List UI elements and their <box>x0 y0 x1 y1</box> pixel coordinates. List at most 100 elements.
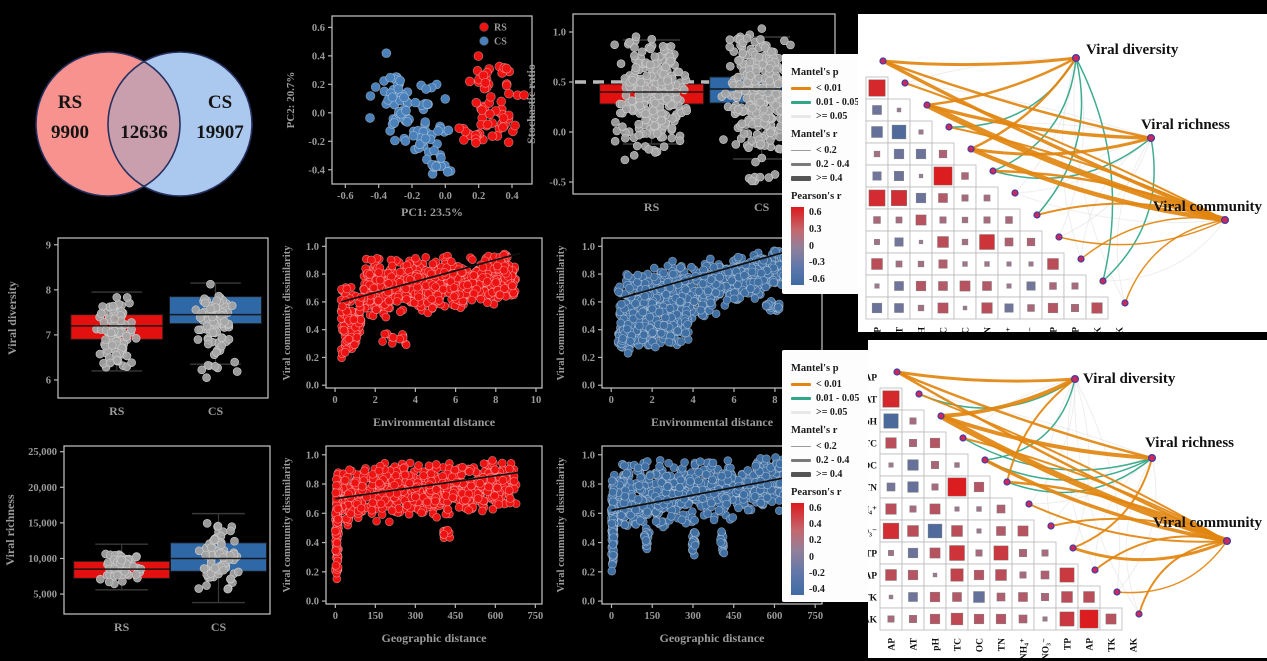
svg-text:Viral community dissimilarity: Viral community dissimilarity <box>556 245 567 381</box>
svg-text:0.0: 0.0 <box>553 128 566 139</box>
svg-text:9900: 9900 <box>51 122 89 143</box>
svg-text:RS: RS <box>114 620 130 634</box>
svg-text:600: 600 <box>767 611 783 622</box>
svg-text:750: 750 <box>807 611 823 622</box>
svg-text:Viral richness: Viral richness <box>3 494 17 566</box>
legend-title-pearson: Pearson's r <box>791 191 842 202</box>
svg-text:0: 0 <box>609 395 614 406</box>
legend-item: 0.2 - 0.4 <box>791 159 888 170</box>
svg-text:AK: AK <box>1116 326 1126 332</box>
svg-text:Viral diversity: Viral diversity <box>5 281 19 355</box>
svg-text:0.2: 0.2 <box>472 191 485 202</box>
svg-text:OC: OC <box>962 327 972 332</box>
svg-text:Viral richness: Viral richness <box>1145 435 1234 451</box>
svg-text:4: 4 <box>690 395 696 406</box>
legend-item: >= 0.4 <box>791 173 888 184</box>
legend-item: >= 0.05 <box>791 111 888 122</box>
svg-text:0.4: 0.4 <box>306 538 320 549</box>
svg-text:0.6: 0.6 <box>306 509 319 520</box>
mantel-network-bottom: Viral diversity Viral richness Viral commu… <box>868 340 1267 658</box>
svg-text:Viral community dissimilarity: Viral community dissimilarity <box>282 457 293 593</box>
svg-text:Viral diversity: Viral diversity <box>1086 42 1179 58</box>
svg-text:5,000: 5,000 <box>33 590 57 601</box>
svg-text:0: 0 <box>332 395 337 406</box>
svg-text:9: 9 <box>46 240 51 251</box>
legend-item: < 0.2 <box>791 145 888 156</box>
svg-text:2: 2 <box>650 395 655 406</box>
svg-text:7: 7 <box>46 330 51 341</box>
svg-text:PC1: 23.5%: PC1: 23.5% <box>401 205 463 219</box>
svg-text:pH: pH <box>918 326 928 332</box>
legend-item: >= 0.05 <box>791 407 888 418</box>
svg-text:10: 10 <box>531 395 542 406</box>
svg-text:6: 6 <box>731 395 736 406</box>
legend-item: < 0.2 <box>791 441 888 452</box>
svg-text:Viral richness: Viral richness <box>1141 117 1230 133</box>
legend-title-mantel-p: Mantel's p <box>791 67 839 78</box>
svg-text:6: 6 <box>46 375 51 386</box>
svg-text:Viral diversity: Viral diversity <box>1083 371 1176 387</box>
svg-text:-0.6: -0.6 <box>337 191 354 202</box>
svg-text:25,000: 25,000 <box>28 447 57 458</box>
svg-text:0.4: 0.4 <box>306 325 320 336</box>
svg-text:NO₃⁻: NO₃⁻ <box>1042 638 1052 658</box>
mantel-network-top: Viral diversity Viral richness Viral commu… <box>858 14 1267 332</box>
svg-text:0.6: 0.6 <box>582 297 595 308</box>
svg-text:0.8: 0.8 <box>582 480 595 491</box>
svg-text:10,000: 10,000 <box>28 554 57 565</box>
svg-text:TC: TC <box>940 327 950 332</box>
svg-text:300: 300 <box>685 611 701 622</box>
svg-text:0: 0 <box>609 611 614 622</box>
svg-text:TK: TK <box>1094 326 1104 332</box>
svg-text:CS: CS <box>211 620 227 634</box>
svg-text:1.0: 1.0 <box>553 28 566 39</box>
legend-item: < 0.01 <box>791 379 888 390</box>
svg-text:0.4: 0.4 <box>312 51 326 62</box>
svg-text:0.2: 0.2 <box>582 353 595 364</box>
svg-text:0.0: 0.0 <box>312 108 325 119</box>
svg-text:TC: TC <box>868 440 877 450</box>
svg-text:AT: AT <box>868 396 878 406</box>
svg-text:NH₄⁺: NH₄⁺ <box>1006 327 1016 332</box>
svg-text:0.0: 0.0 <box>306 597 319 608</box>
svg-text:-0.2: -0.2 <box>308 137 325 148</box>
svg-text:1.0: 1.0 <box>582 450 595 461</box>
viral-diversity-boxplot: 9 8 7 6 RS CS Viral diversity <box>5 237 269 418</box>
pearson-gradient: 0.6 0.4 0.2 0 -0.2 -0.4 <box>791 503 888 595</box>
legend-item: >= 0.4 <box>791 469 888 480</box>
svg-text:TK: TK <box>1108 637 1118 651</box>
svg-text:Environmental distance: Environmental distance <box>651 415 774 429</box>
svg-text:-0.5: -0.5 <box>549 178 566 189</box>
svg-text:-0.4: -0.4 <box>308 165 325 176</box>
svg-text:pH: pH <box>868 418 878 428</box>
svg-text:-0.4: -0.4 <box>370 191 387 202</box>
svg-text:TN: TN <box>868 484 877 494</box>
svg-text:0: 0 <box>333 611 338 622</box>
svg-text:Viral community dissimilarity: Viral community dissimilarity <box>282 245 293 381</box>
legend-item: 0.01 - 0.05 <box>791 393 888 404</box>
env-distance-scatter-rs: 0 2 4 6 8 10 1.0 0.8 0.6 0.4 0.2 0.0 Environmental d… <box>282 237 543 429</box>
geo-distance-scatter-rs: 0 150 300 450 600 750 1.0 0.8 0.6 0.4 0.2 0.0 Geogra… <box>282 445 543 645</box>
legend-item: < 0.01 <box>791 83 888 94</box>
svg-text:0.0: 0.0 <box>582 381 595 392</box>
svg-text:AP: AP <box>868 374 877 384</box>
svg-text:AP: AP <box>1072 327 1082 332</box>
svg-text:150: 150 <box>367 611 383 622</box>
legend-title-mantel-r: Mantel's r <box>791 129 838 140</box>
svg-text:12636: 12636 <box>120 122 168 143</box>
legend-title-mantel-r: Mantel's r <box>791 425 838 436</box>
svg-text:CS: CS <box>208 92 232 113</box>
svg-text:TP: TP <box>1064 638 1074 650</box>
pearson-gradient: 0.6 0.3 0 -0.3 -0.6 <box>791 207 888 285</box>
svg-text:Stochastic ratio: Stochastic ratio <box>525 64 538 144</box>
svg-text:6: 6 <box>453 395 458 406</box>
svg-text:0.5: 0.5 <box>553 78 566 89</box>
svg-text:TC: TC <box>954 638 964 651</box>
svg-text:8: 8 <box>46 285 51 296</box>
svg-text:0.6: 0.6 <box>582 509 595 520</box>
svg-text:CS: CS <box>494 37 507 48</box>
svg-text:RS: RS <box>644 200 660 214</box>
svg-text:0.4: 0.4 <box>582 538 596 549</box>
svg-text:0.4: 0.4 <box>582 325 596 336</box>
svg-text:AT: AT <box>896 326 906 332</box>
